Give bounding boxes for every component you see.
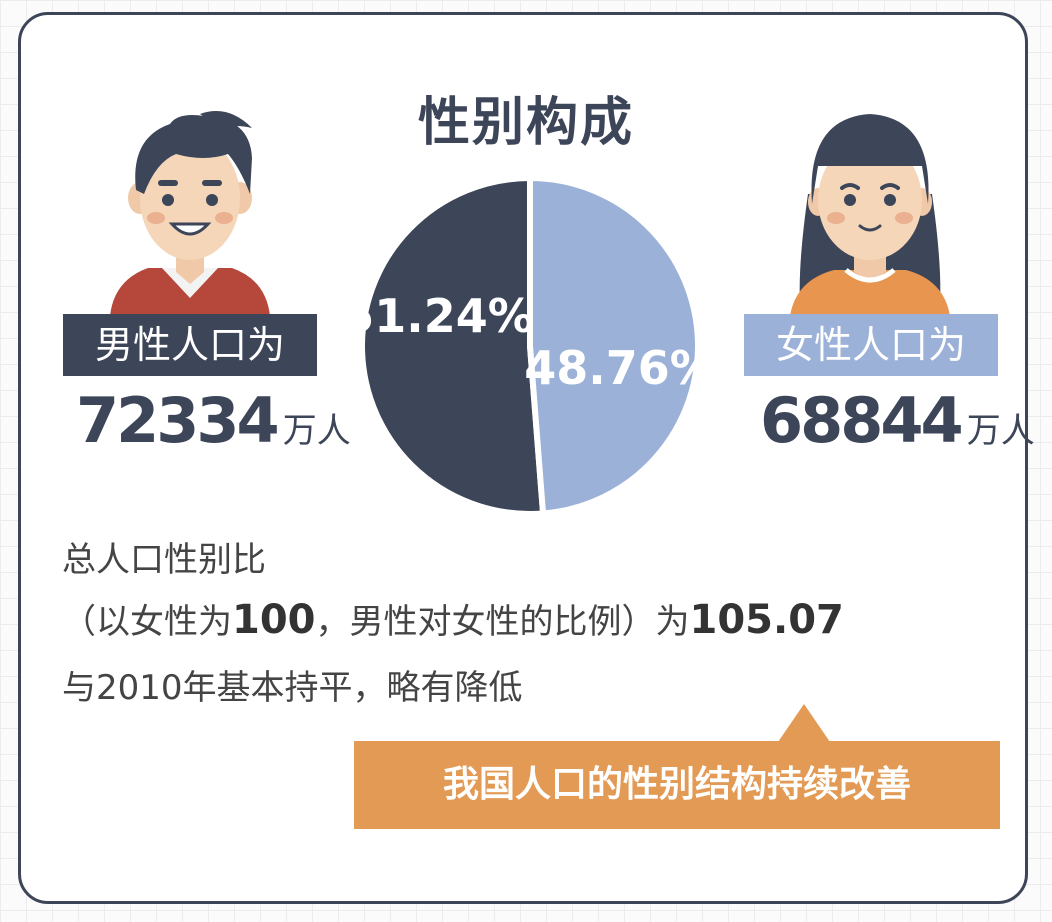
chart-title: 性别构成 [417, 93, 634, 153]
sex-ratio-comparison: 与2010年基本持平，略有降低 [62, 668, 523, 708]
male-avatar-icon [110, 111, 270, 316]
male-count-unit: 万人 [282, 411, 351, 451]
note-text-c: ，男性对女性的比例）为 [315, 602, 690, 642]
female-avatar-icon [790, 114, 950, 316]
male-population-label: 男性人口为 [63, 314, 317, 376]
sex-ratio-heading: 总人口性别比 [62, 540, 266, 580]
note-text-a: （以女性为 [62, 602, 232, 642]
female-population-count: 68844 万人 [760, 384, 1035, 457]
pie-label-male: 51.24% [342, 289, 534, 343]
gender-pie-chart: 51.24% 48.76% [342, 174, 716, 517]
note-base-value: 100 [232, 597, 316, 643]
pie-label-female: 48.76% [524, 341, 716, 395]
female-count-unit: 万人 [966, 411, 1035, 451]
sex-ratio-definition: （以女性为100，男性对女性的比例）为105.07 [62, 594, 844, 643]
pie-slice-male [359, 174, 547, 517]
pie-slice-female [527, 174, 701, 517]
male-population-count: 72334 万人 [76, 384, 351, 457]
male-count-value: 72334 [76, 384, 280, 457]
callout-banner: 我国人口的性别结构持续改善 [354, 741, 1000, 829]
sex-ratio-value: 105.07 [689, 597, 844, 643]
female-population-label: 女性人口为 [744, 314, 998, 376]
callout-pointer [778, 704, 830, 742]
female-count-value: 68844 [760, 384, 964, 457]
